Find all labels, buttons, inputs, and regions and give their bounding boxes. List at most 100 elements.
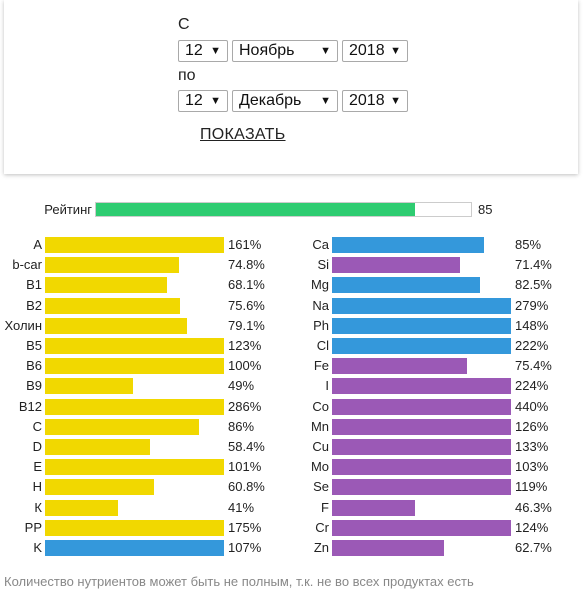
to-year-value: 2018 [349,92,385,109]
nutrient-bar [45,237,224,253]
nutrient-percent: 279% [515,297,549,313]
nutrient-name: Zn [313,540,329,555]
nutrient-row: B5 123% [0,338,584,354]
chevron-down-icon: ▼ [210,45,221,57]
nutrient-percent: 74.8% [228,257,265,273]
nutrient-percent: 119% [515,479,548,495]
from-year-value: 2018 [349,42,385,59]
nutrient-row: H 60.8% [0,479,584,496]
nutrient-name: B12 [18,398,42,414]
chevron-down-icon: ▼ [320,95,331,107]
chevron-down-icon: ▼ [390,45,401,57]
nutrient-name: Холин [4,317,43,333]
nutrient-bar [332,277,480,294]
nutrient-percent: 60.8% [228,479,265,495]
nutrient-row: Mg 82.5% [0,277,584,294]
nutrient-row: Si 71.4% [0,257,584,274]
nutrient-percent: 75.6% [228,297,265,313]
nutrient-name: Mo [310,459,329,475]
rating-value: 85 [478,202,493,217]
nutrient-percent: 124% [515,519,549,535]
nutrient-bar [45,519,224,536]
nutrient-row: Mo 103% [0,459,584,476]
nutrient-bar [45,257,179,274]
nutrient-name: Ph [313,317,329,333]
nutrient-row: D 58.4% [0,439,584,455]
to-day-select[interactable]: 12 ▼ [178,90,228,112]
nutrient-bar [45,338,224,354]
nutrient-percent: 62.7% [515,540,552,555]
nutrient-percent: 222% [515,338,549,353]
nutrient-bar [332,257,460,274]
nutrient-bar [332,439,511,455]
nutrient-row: Na 279% [0,297,584,314]
from-month-select[interactable]: Ноябрь ▼ [232,40,338,62]
nutrient-bar [45,479,154,496]
nutrient-row: Co 440% [0,398,584,415]
chevron-down-icon: ▼ [210,95,221,107]
from-day-value: 12 [185,42,203,59]
nutrient-percent: 85% [515,237,542,252]
nutrient-row: I 224% [0,378,584,395]
to-month-value: Декабрь [239,92,302,109]
footnote: Количество нутриентов может быть не полн… [4,574,474,589]
nutrient-name: B2 [26,297,42,313]
nutrient-percent: 286% [228,398,262,414]
nutrient-percent: 175% [228,519,262,535]
nutrient-row: C 86% [0,418,584,435]
nutrient-percent: 41% [228,499,255,515]
nutrient-bar [332,317,511,334]
nutrient-name: Fe [313,358,329,374]
nutrient-bar [332,540,444,556]
from-year-select[interactable]: 2018 ▼ [342,40,408,62]
nutrient-bar [45,358,224,375]
nutrient-name: H [32,479,42,495]
nutrient-name: B6 [26,358,42,374]
nutrient-bar [45,317,187,334]
nutrient-name: K [33,540,42,555]
nutrient-name: F [321,499,329,515]
from-day-select[interactable]: 12 ▼ [178,40,228,62]
nutrient-row: Cl 222% [0,338,584,354]
to-year-select[interactable]: 2018 ▼ [342,90,408,112]
nutrient-bar [332,237,484,253]
nutrient-percent: 86% [228,418,255,434]
nutrient-percent: 148% [515,317,549,333]
nutrient-percent: 101% [228,459,262,475]
nutrient-bar [332,358,467,375]
show-button[interactable]: ПОКАЗАТЬ [200,126,286,143]
nutrient-row: Zn 62.7% [0,540,584,556]
nutrient-percent: 71.4% [515,257,552,273]
nutrient-name: Se [313,479,329,495]
nutrient-bar [45,439,150,455]
rating-bar [95,202,472,217]
nutrient-percent: 75.4% [515,358,552,374]
nutrient-name: B1 [26,277,42,293]
rating-bar-fill [96,203,415,216]
nutrient-name: К [34,499,42,515]
nutrient-name: Cl [316,338,329,353]
nutrient-name: I [325,378,329,394]
nutrient-bar [45,378,133,395]
nutrient-bar [332,499,415,516]
nutrient-name: b-car [12,257,42,273]
nutrient-row: К 41% [0,499,584,516]
nutrient-row: Ph 148% [0,317,584,334]
nutrient-row: B12 286% [0,398,584,415]
nutrient-row: Mn 126% [0,418,584,435]
nutrient-row: PP 175% [0,519,584,536]
nutrient-bar [332,519,511,536]
from-label: С [178,16,190,33]
nutrient-percent: 49% [228,378,255,394]
nutrient-name: Mn [310,418,329,434]
nutrient-percent: 82.5% [515,277,552,293]
nutrient-name: PP [24,519,42,535]
nutrient-bar [45,277,167,294]
nutrient-name: B5 [26,338,42,353]
nutrient-row: Ca 85% [0,237,584,253]
to-month-select[interactable]: Декабрь ▼ [232,90,338,112]
nutrient-bar [332,398,511,415]
nutrient-row: Cr 124% [0,519,584,536]
nutrient-bar [45,418,199,435]
to-label: по [178,67,196,84]
